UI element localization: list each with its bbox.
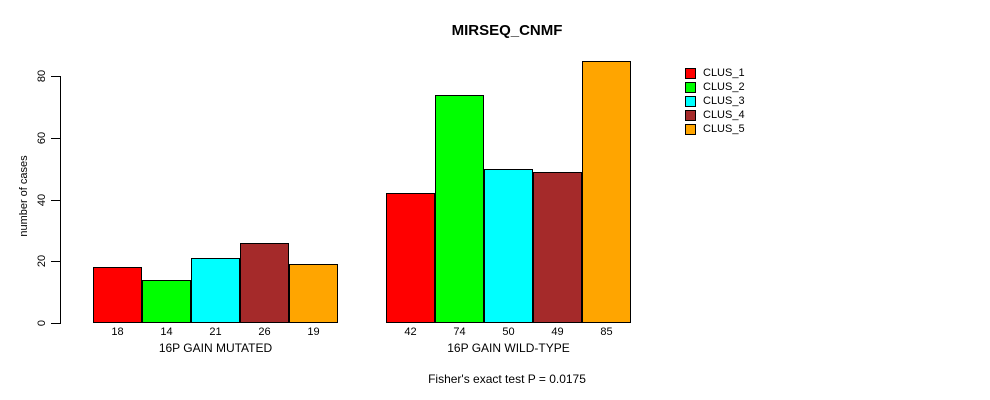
bar-value-label: 85: [600, 326, 613, 338]
legend-label: CLUS_5: [703, 123, 745, 135]
bar-clus_4: [240, 242, 289, 323]
bar-clus_3: [191, 258, 240, 323]
legend-swatch-clus_3: [685, 95, 696, 107]
legend-item: CLUS_2: [685, 80, 745, 94]
bar-value-label: 18: [111, 326, 124, 338]
legend-item: CLUS_4: [685, 108, 745, 122]
y-tick-label: 20: [36, 255, 48, 268]
y-tick-mark: [51, 137, 61, 139]
legend-swatch-clus_4: [685, 109, 696, 121]
legend: CLUS_1 CLUS_2 CLUS_3 CLUS_4 CLUS_5: [685, 66, 745, 136]
bar-value-label: 50: [502, 326, 515, 338]
legend-swatch-clus_1: [685, 67, 696, 79]
legend-item: CLUS_1: [685, 66, 745, 80]
y-tick-label: 80: [36, 69, 48, 83]
legend-label: CLUS_1: [703, 67, 745, 79]
y-tick-label: 0: [36, 319, 48, 327]
bar-value-label: 42: [404, 326, 417, 338]
y-axis-label: number of cases: [18, 155, 30, 237]
y-tick-label: 40: [36, 193, 48, 206]
bar-value-label: 49: [551, 326, 564, 338]
legend-swatch-clus_2: [685, 81, 696, 93]
bar-value-label: 21: [209, 326, 222, 338]
bar-clus_4: [533, 171, 582, 323]
bar-clus_3: [484, 168, 533, 323]
bar-clus_5: [582, 60, 631, 323]
chart-title: MIRSEQ_CNMF: [451, 22, 563, 39]
x-group-label: 16P GAIN WILD-TYPE: [447, 341, 570, 355]
legend-item: CLUS_3: [685, 94, 745, 108]
bar-clus_1: [93, 267, 142, 323]
bar-value-label: 74: [453, 326, 466, 338]
bar-clus_2: [435, 94, 484, 323]
bar-value-label: 26: [258, 326, 271, 338]
y-tick-mark: [51, 323, 61, 324]
legend-label: CLUS_3: [703, 95, 745, 107]
bar-clus_2: [142, 279, 191, 323]
y-tick-mark: [51, 76, 61, 77]
bar-clus_5: [289, 264, 338, 323]
legend-item: CLUS_5: [685, 122, 745, 136]
legend-label: CLUS_4: [703, 109, 745, 121]
bar-value-label: 14: [160, 326, 173, 338]
y-tick-label: 60: [36, 131, 48, 144]
y-tick-mark: [51, 199, 61, 201]
legend-swatch-clus_5: [685, 123, 696, 135]
bar-clus_1: [386, 193, 435, 323]
bar-value-label: 19: [307, 326, 320, 338]
legend-label: CLUS_2: [703, 81, 745, 93]
annotation-text: Fisher's exact test P = 0.0175: [428, 372, 586, 386]
y-tick-mark: [51, 261, 61, 263]
x-group-label: 16P GAIN MUTATED: [158, 341, 273, 355]
